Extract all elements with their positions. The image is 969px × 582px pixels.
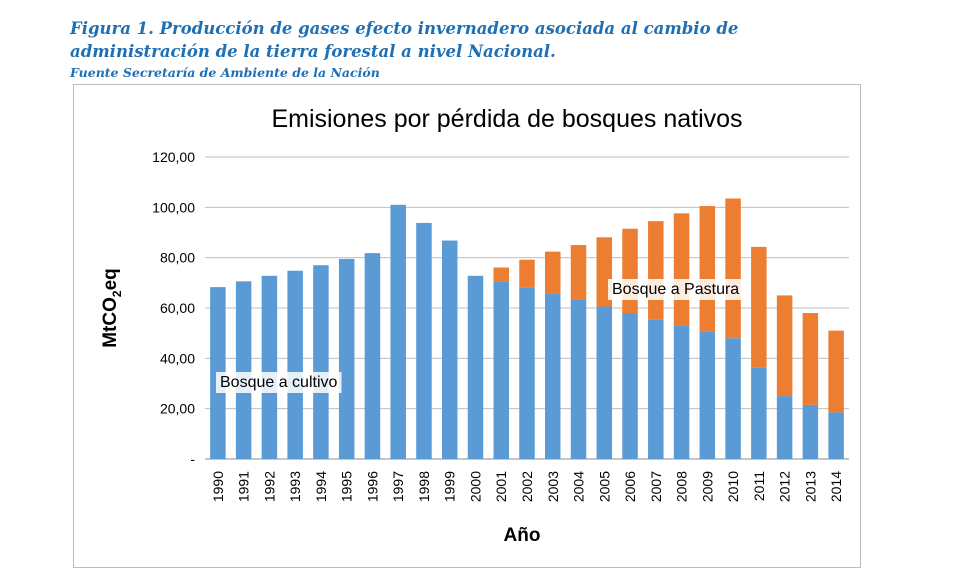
x-tick-label: 2003	[545, 471, 561, 502]
bar-bosque-a-cultivo-2001	[493, 281, 509, 459]
x-tick-label: 1991	[236, 471, 252, 502]
bar-bosque-a-cultivo-1994	[313, 265, 329, 459]
bar-bosque-a-pastura-2009	[699, 206, 716, 332]
y-tick-label: 20,00	[160, 401, 195, 417]
x-tick-label: 1992	[261, 471, 277, 502]
x-tick-label: 2009	[699, 471, 715, 502]
bar-bosque-a-cultivo-1998	[416, 222, 432, 459]
x-tick-label: 1993	[287, 471, 303, 502]
x-tick-label: 2006	[622, 471, 638, 502]
x-tick-label: 1997	[390, 471, 406, 502]
x-tick-label: 1999	[442, 471, 458, 502]
bar-bosque-a-cultivo-1999	[441, 240, 458, 459]
y-tick-label: 60,00	[160, 300, 195, 316]
annotation-bosque-a-cultivo: Bosque a cultivo	[220, 374, 338, 391]
bar-bosque-a-cultivo-2010	[725, 338, 741, 459]
bar-bosque-a-pastura-2006	[622, 228, 638, 314]
bar-bosque-a-cultivo-1996	[364, 253, 381, 459]
bar-bosque-a-cultivo-1992	[261, 275, 278, 459]
caption-title-line-1: Figura 1. Producción de gases efecto inv…	[70, 19, 739, 38]
x-tick-label: 2013	[802, 471, 818, 502]
caption-title-line-2: administración de la tierra forestal a n…	[70, 42, 556, 61]
y-axis-label: MtCO2eq	[100, 268, 124, 348]
x-tick-label: 2001	[493, 471, 509, 502]
x-axis-label: Año	[504, 525, 541, 546]
bar-bosque-a-pastura-2013	[802, 313, 819, 405]
y-axis-label-main: MtCO	[100, 297, 121, 348]
y-tick-label: 100,00	[152, 199, 195, 215]
x-tick-label: 1998	[416, 471, 432, 502]
bar-bosque-a-cultivo-1993	[287, 270, 303, 459]
bar-bosque-a-cultivo-2012	[776, 396, 793, 459]
caption-source: Fuente Secretaría de Ambiente de la Naci…	[70, 65, 380, 80]
bar-bosque-a-cultivo-2005	[596, 306, 613, 459]
bar-bosque-a-pastura-2003	[545, 251, 561, 294]
x-tick-label: 2014	[828, 471, 844, 502]
bar-bosque-a-cultivo-2013	[802, 404, 819, 459]
bar-bosque-a-pastura-2008	[673, 213, 690, 326]
x-tick-label: 2002	[519, 471, 535, 502]
y-tick-label: -	[190, 451, 195, 467]
bar-bosque-a-pastura-2012	[776, 295, 793, 397]
x-tick-label: 2012	[777, 471, 793, 502]
bar-bosque-a-cultivo-2006	[622, 313, 638, 459]
y-axis-label-subscript: 2	[110, 290, 124, 297]
bar-bosque-a-pastura-2011	[751, 246, 767, 368]
x-tick-label: 1994	[313, 471, 329, 502]
y-tick-label: 80,00	[160, 250, 195, 266]
bar-bosque-a-pastura-2007	[648, 221, 664, 320]
chart-title: Emisiones por pérdida de bosques nativos	[271, 105, 742, 133]
x-tick-label: 2000	[467, 471, 483, 502]
x-tick-label: 1990	[210, 471, 226, 502]
bar-bosque-a-pastura-2001	[493, 267, 509, 282]
bar-bosque-a-cultivo-2004	[570, 299, 587, 459]
x-tick-label: 2005	[596, 471, 612, 502]
x-tick-label: 2011	[751, 471, 767, 501]
y-axis-label-tail: eq	[100, 268, 121, 290]
bar-bosque-a-cultivo-1997	[390, 204, 406, 459]
bar-bosque-a-pastura-2014	[828, 330, 844, 413]
bar-bosque-a-cultivo-2007	[648, 319, 664, 459]
bar-bosque-a-cultivo-1995	[338, 258, 355, 459]
y-tick-label: 120,00	[152, 149, 195, 165]
annotation-bosque-a-pastura: Bosque a Pastura	[612, 281, 739, 298]
x-tick-label: 2010	[725, 471, 741, 502]
bar-bosque-a-cultivo-1991	[235, 281, 252, 459]
annotation-bosque-a-pastura-backdrop	[608, 279, 744, 300]
annotation-bosque-a-cultivo-backdrop	[216, 372, 342, 393]
bar-bosque-a-cultivo-2003	[545, 293, 561, 459]
emissions-chart: Emisiones por pérdida de bosques nativos…	[100, 105, 849, 546]
x-tick-label: 2008	[674, 471, 690, 502]
bar-bosque-a-pastura-2004	[570, 245, 587, 300]
bar-bosque-a-cultivo-2002	[519, 287, 535, 459]
x-tick-label: 1995	[339, 471, 355, 502]
bar-bosque-a-cultivo-2014	[828, 412, 844, 459]
chart-frame: Emisiones por pérdida de bosques nativos…	[73, 84, 861, 568]
bar-bosque-a-cultivo-2008	[673, 325, 690, 459]
x-tick-label: 1996	[364, 471, 380, 502]
y-tick-label: 40,00	[160, 350, 195, 366]
bar-bosque-a-pastura-2010	[725, 198, 741, 339]
x-tick-label: 2004	[571, 471, 587, 502]
bar-bosque-a-cultivo-2011	[751, 367, 767, 459]
x-tick-label: 2007	[648, 471, 664, 502]
bar-bosque-a-cultivo-2009	[699, 331, 716, 459]
bar-bosque-a-pastura-2002	[519, 259, 535, 288]
bar-bosque-a-cultivo-2000	[467, 275, 484, 459]
